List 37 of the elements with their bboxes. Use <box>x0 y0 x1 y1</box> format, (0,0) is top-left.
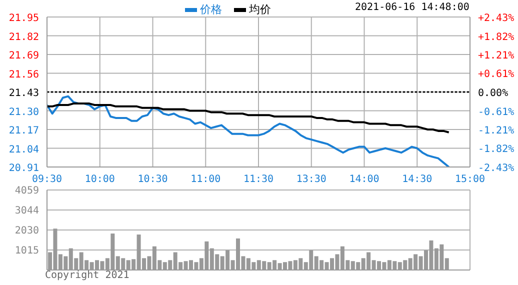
y-tick-label: 21.17 <box>8 126 39 136</box>
y2-tick-label: -1.21% <box>478 125 514 136</box>
legend-label: 价格 <box>199 2 222 17</box>
y-tick-label: 21.82 <box>8 32 39 43</box>
x-tick-label: 11:30 <box>243 174 274 186</box>
y2-tick-label: +1.21% <box>478 50 514 62</box>
y-tick-label: 20.91 <box>8 163 39 174</box>
x-tick-label: 15:00 <box>454 174 486 186</box>
y-tick-label: 21.56 <box>8 69 39 80</box>
text: Copyright 2021 <box>45 270 130 281</box>
y-tick-label: 21.04 <box>8 144 39 156</box>
y-tick-label: 4059 <box>14 186 39 197</box>
y2-tick-label: +0.61% <box>478 69 514 80</box>
y2-tick-label: +2.43% <box>478 13 514 24</box>
y-tick-label: 21.95 <box>8 13 39 24</box>
x-tick-label: 10:30 <box>138 174 168 186</box>
x-tick-label: 11:00 <box>190 174 221 186</box>
y2-tick-label: -2.43% <box>478 163 514 174</box>
y-tick-label: 21.43 <box>8 88 39 99</box>
x-tick-label: 13:30 <box>296 174 326 186</box>
x-tick-label: 14:30 <box>402 174 432 186</box>
x-tick-label: 10:00 <box>84 174 115 186</box>
y-tick-label: 21.69 <box>8 50 39 62</box>
y2-tick-label: 0.00% <box>478 88 508 99</box>
x-tick-label: 14:00 <box>349 174 380 186</box>
legend-label: 均价 <box>248 2 271 17</box>
y2-tick-label: -1.82% <box>478 144 514 156</box>
y2-tick-label: +1.82% <box>478 32 514 43</box>
x-tick-label: 09:30 <box>32 174 62 186</box>
text: 2021-06-16 14:48:00 <box>355 2 470 13</box>
y-tick-label: 3044 <box>14 206 39 217</box>
y-tick-label: 1015 <box>14 246 39 257</box>
y-tick-label: 21.30 <box>8 106 39 118</box>
y-tick-label: 2030 <box>14 226 39 237</box>
line-series <box>47 102 450 134</box>
line-series <box>47 95 450 167</box>
y2-tick-label: -0.61% <box>478 106 514 118</box>
